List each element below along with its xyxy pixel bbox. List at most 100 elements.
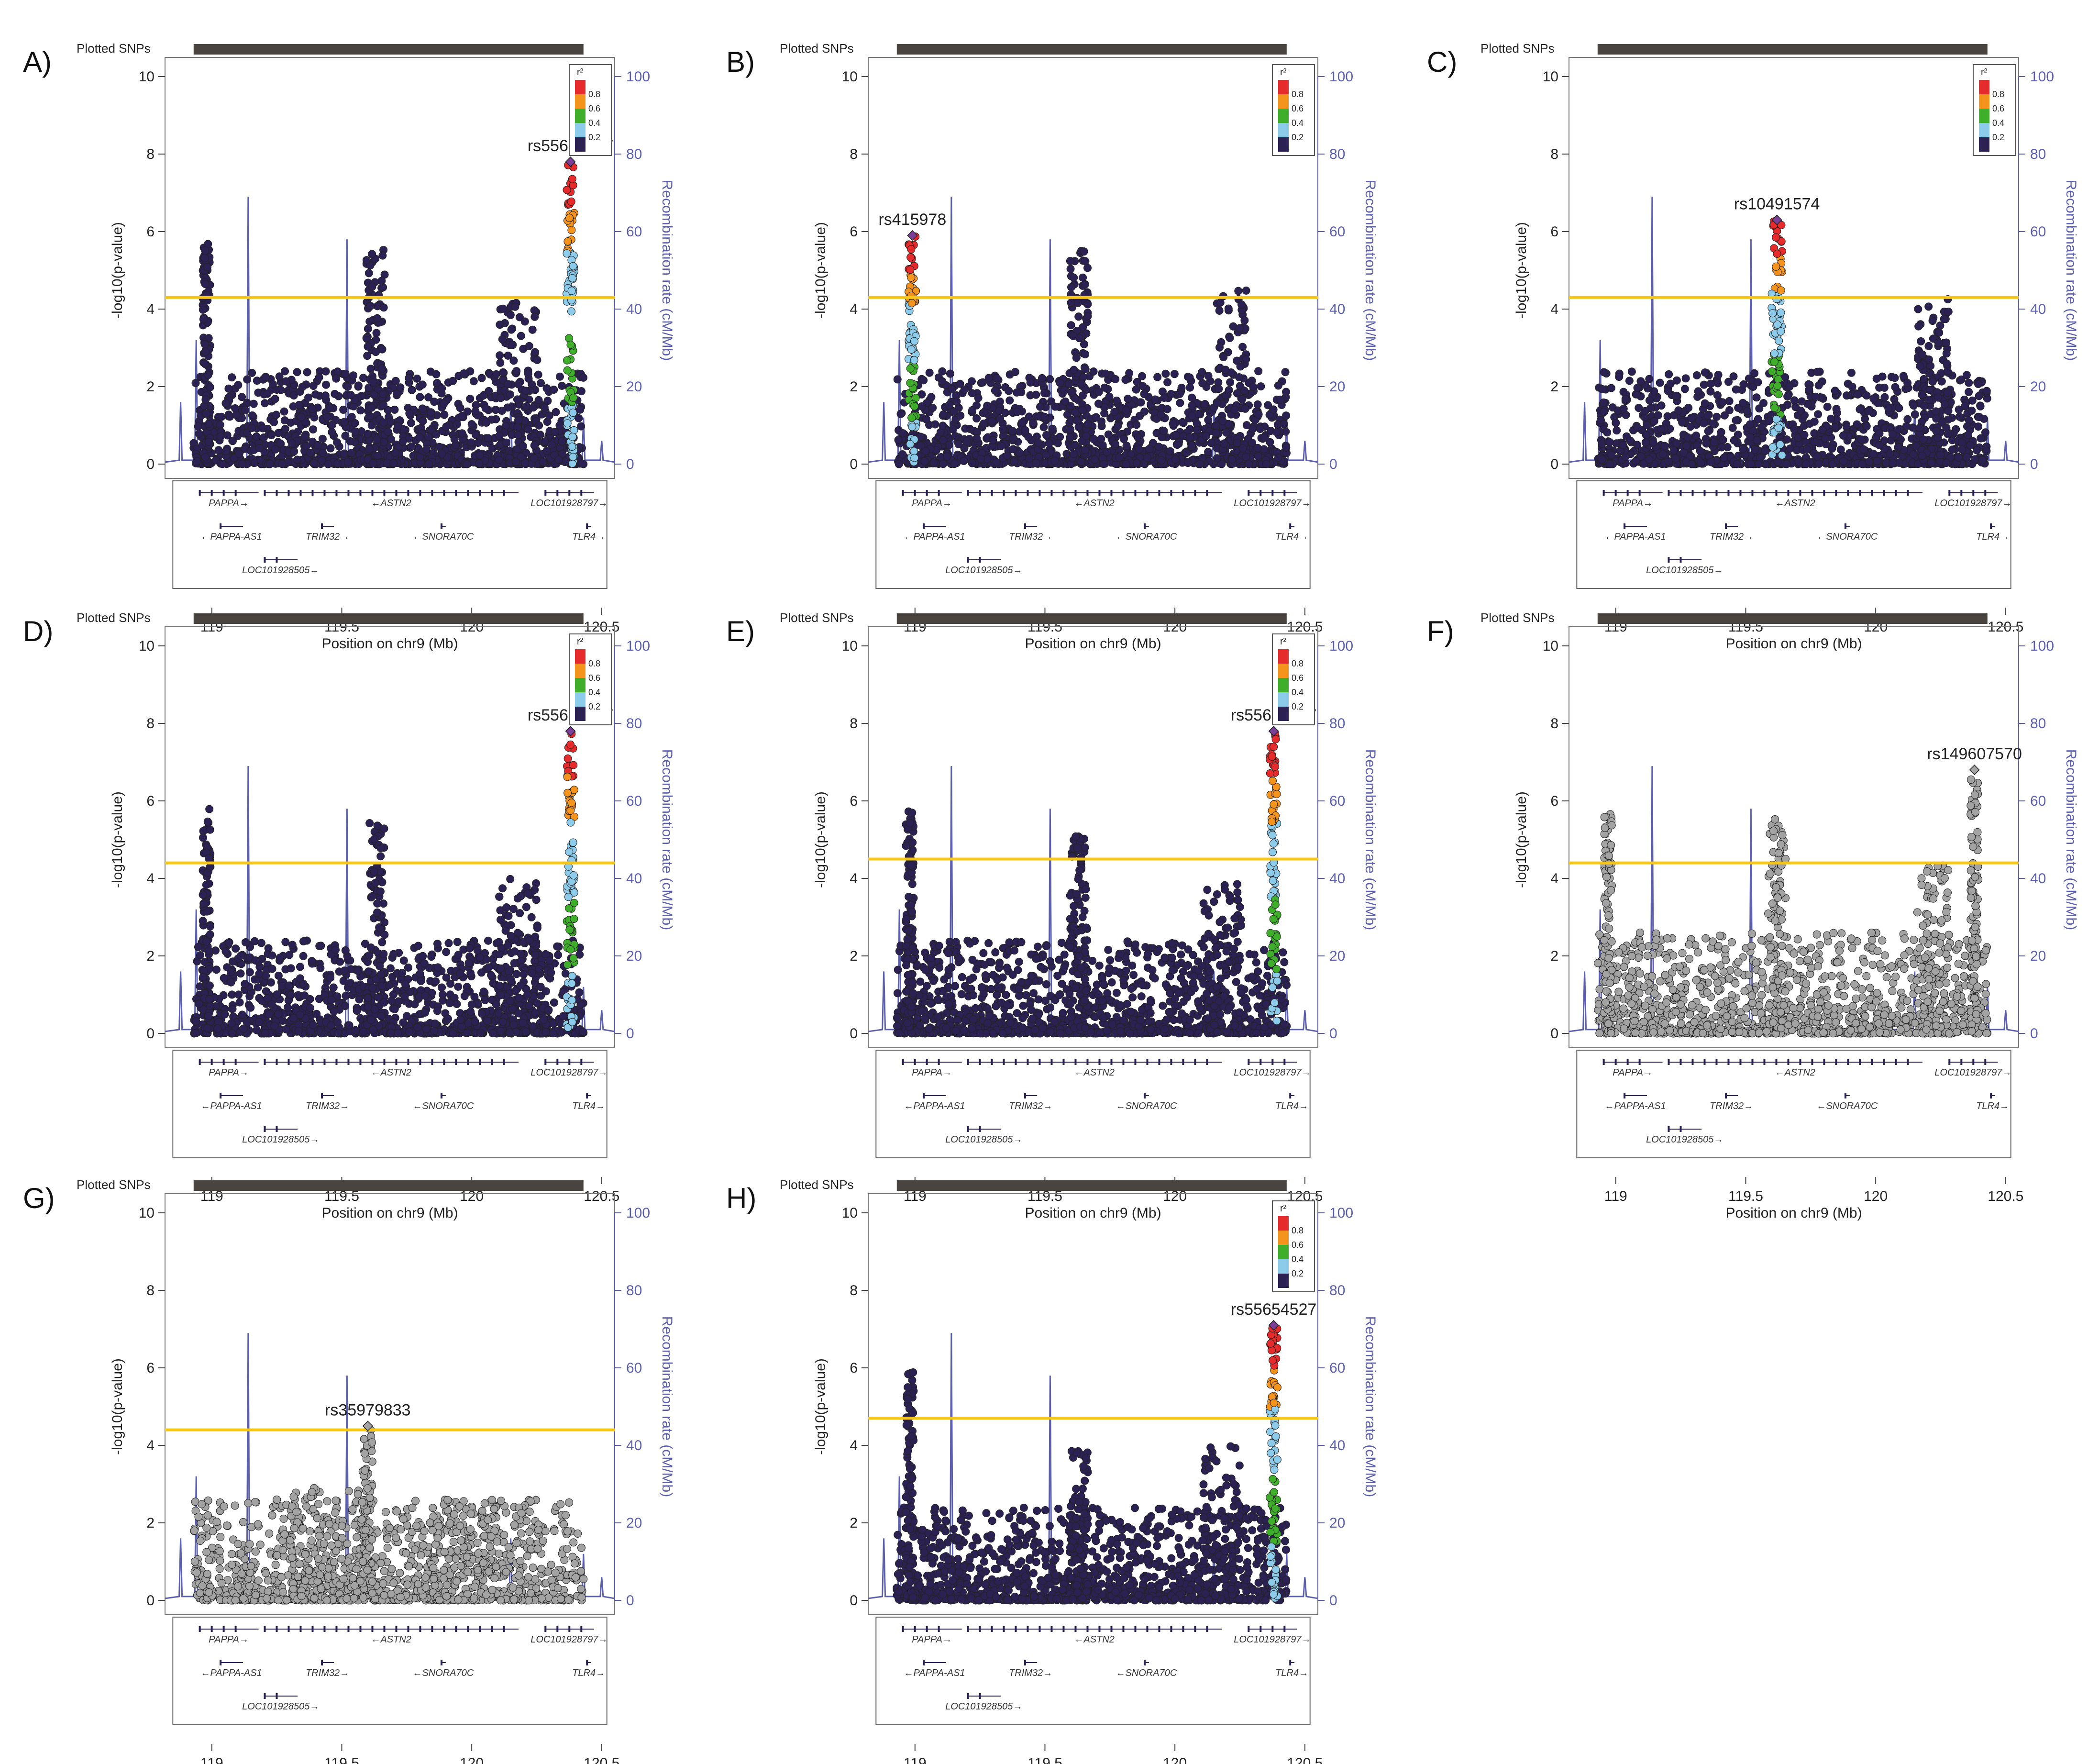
snp-point xyxy=(1831,387,1839,395)
snp-point xyxy=(362,334,371,343)
snp-point xyxy=(1600,408,1608,416)
snp-points xyxy=(190,730,588,1038)
snp-point xyxy=(379,401,388,410)
snp-point xyxy=(1768,367,1777,376)
snp-point xyxy=(321,367,330,376)
snp-point xyxy=(328,421,337,429)
legend-swatch xyxy=(1979,123,1989,137)
y-axis-title: -log10(p-value) xyxy=(110,222,125,319)
snp-point xyxy=(1140,390,1149,399)
snp-point xyxy=(391,377,400,385)
snp-point xyxy=(1596,416,1605,424)
snp-point xyxy=(992,458,1001,466)
snp-point xyxy=(497,406,506,415)
legend-swatch xyxy=(1979,137,1989,152)
snp-point xyxy=(293,368,301,377)
snp-point xyxy=(1965,378,1973,387)
panel-letter: A) xyxy=(23,46,52,78)
snp-point xyxy=(1245,460,1253,468)
snp-point xyxy=(469,377,478,386)
snp-point xyxy=(1160,427,1168,435)
snp-point xyxy=(1657,424,1665,433)
snp-point xyxy=(379,303,388,312)
snp-point xyxy=(1709,419,1717,428)
snp-point xyxy=(270,418,278,427)
snp-point xyxy=(1207,439,1215,447)
snp-point xyxy=(309,382,318,390)
snp-point xyxy=(1768,443,1777,452)
snp-point xyxy=(1176,399,1184,407)
snp-point xyxy=(1891,383,1900,391)
snp-point xyxy=(514,431,522,439)
y-axis-title: -log10(p-value) xyxy=(1513,222,1529,319)
y2-axis-title: Recombination rate (cM/Mb) xyxy=(2063,180,2079,361)
snp-point xyxy=(1230,406,1239,414)
snp-point xyxy=(530,454,539,463)
snp-point xyxy=(422,445,431,454)
snp-point xyxy=(951,432,960,441)
gene-exon xyxy=(580,490,583,496)
snp-point xyxy=(1034,438,1043,447)
snp-point xyxy=(1739,399,1747,407)
snp-point xyxy=(972,434,981,443)
snp-point xyxy=(1773,320,1782,329)
snp-point xyxy=(534,396,543,404)
snp-point xyxy=(387,417,395,426)
snp-point xyxy=(474,439,482,447)
snp-point xyxy=(299,952,308,960)
snp-point xyxy=(1221,366,1230,374)
gene-label: TRIM32→ xyxy=(1009,532,1052,542)
gene-label: ←SNORA70C xyxy=(1116,532,1177,542)
snp-point xyxy=(1728,423,1737,432)
snp-point xyxy=(1750,445,1759,454)
snp-point xyxy=(1632,457,1640,466)
panel-letter: C) xyxy=(1427,46,1457,78)
snp-point xyxy=(1600,368,1608,377)
snp-point xyxy=(1937,377,1946,386)
snp-point xyxy=(347,449,356,457)
snp-point xyxy=(289,391,298,399)
snp-point xyxy=(945,401,954,410)
snp-point xyxy=(1774,390,1783,399)
snp-point xyxy=(280,416,289,425)
snp-point xyxy=(248,411,256,420)
legend-swatch xyxy=(1278,109,1289,123)
gene-exon xyxy=(1859,490,1861,496)
snp-point xyxy=(1942,459,1951,467)
snp-point xyxy=(1743,407,1752,415)
snp-point xyxy=(1697,458,1705,467)
snp-point xyxy=(1066,265,1075,273)
legend-title: r² xyxy=(1981,67,1988,78)
snp-point xyxy=(498,335,507,344)
snp-point xyxy=(576,405,585,414)
snp-point xyxy=(1143,453,1152,462)
snp-point xyxy=(265,460,274,468)
snp-point xyxy=(1761,447,1769,455)
snp-point xyxy=(1607,451,1616,459)
gene-exon xyxy=(1027,490,1029,496)
snp-point xyxy=(563,356,572,365)
snp-point xyxy=(347,413,356,422)
snp-point xyxy=(1649,438,1657,447)
snp-point xyxy=(1634,423,1642,432)
snp-point xyxy=(1827,414,1835,423)
snp-point xyxy=(1944,407,1953,415)
snp-point xyxy=(512,367,521,376)
snp-point xyxy=(366,302,375,311)
y-tick-label: 6 xyxy=(1550,224,1558,240)
snp-point xyxy=(378,251,387,260)
gene-label: LOC101928505→ xyxy=(242,565,319,576)
snp-point xyxy=(274,429,283,437)
snp-point xyxy=(387,435,396,444)
snp-point xyxy=(1256,424,1264,433)
gene-exon xyxy=(455,490,457,496)
snp-point xyxy=(1612,419,1620,427)
snp-point xyxy=(910,337,918,345)
snp-point xyxy=(1732,416,1740,425)
snp-point xyxy=(1770,349,1779,358)
y2-tick-label: 80 xyxy=(626,146,642,162)
snp-point xyxy=(522,402,531,410)
snp-point xyxy=(228,436,237,445)
snp-point xyxy=(431,977,440,986)
y2-axis-title: Recombination rate (cM/Mb) xyxy=(1362,180,1378,361)
